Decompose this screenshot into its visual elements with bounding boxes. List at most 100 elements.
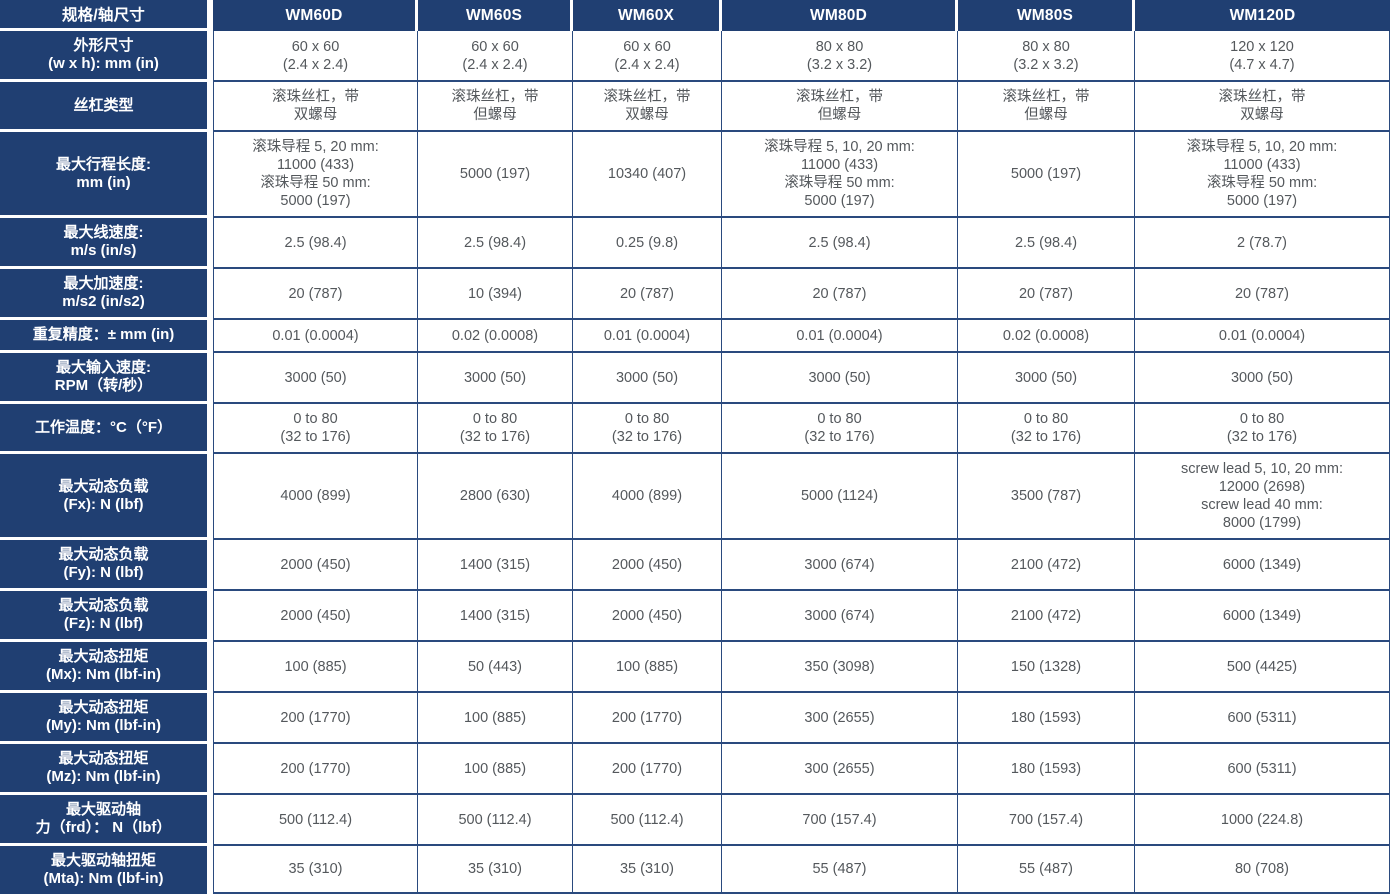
spec-cell-max-dynamic-torque-mx-wm60d: 100 (885) [213,642,418,693]
spec-cell-max-dynamic-load-fx-wm60x: 4000 (899) [573,454,722,540]
spec-cell-max-input-speed-wm60d: 3000 (50) [213,353,418,404]
spec-row-operating-temperature: 工作温度：°C（°F） 0 to 80 (32 to 176) 0 to 80 (32 … [0,404,1390,454]
spec-row-screw-type: 丝杠类型 滚珠丝杠，带 双螺母 滚珠丝杠，带 但螺母 滚珠丝杠，带 双螺母 滚珠丝杠，带 但螺母… [0,82,1390,132]
spec-cell-max-acceleration-wm120d: 20 (787) [1135,269,1390,320]
column-header-wm120d: WM120D [1135,0,1390,31]
spec-cell-max-acceleration-wm80s: 20 (787) [958,269,1135,320]
spec-cell-max-acceleration-wm60x: 20 (787) [573,269,722,320]
spec-row-dimensions: 外形尺寸 (w x h): mm (in) 60 x 60 (2.4 x 2.4) 60… [0,31,1390,82]
spec-cell-max-dynamic-load-fx-wm80s: 3500 (787) [958,454,1135,540]
row-label-max-dynamic-load-fy: 最大动态负载 (Fy): N (lbf) [0,540,213,591]
spec-cell-max-dynamic-load-fy-wm60d: 2000 (450) [213,540,418,591]
spec-row-max-linear-speed: 最大线速度: m/s (in/s) 2.5 (98.4) 2.5 (98.4) 0.25… [0,218,1390,269]
row-label-max-dynamic-torque-my: 最大动态扭矩 (My): Nm (lbf-in) [0,693,213,744]
row-label-screw-type: 丝杠类型 [0,82,213,132]
row-label-dimensions: 外形尺寸 (w x h): mm (in) [0,31,213,82]
spec-cell-max-dynamic-load-fy-wm80d: 3000 (674) [722,540,958,591]
spec-cell-max-stroke-length-wm80s: 5000 (197) [958,132,1135,218]
spec-cell-operating-temperature-wm80s: 0 to 80 (32 to 176) [958,404,1135,454]
spec-cell-screw-type-wm60x: 滚珠丝杠，带 双螺母 [573,82,722,132]
spec-cell-max-dynamic-torque-mz-wm80d: 300 (2655) [722,744,958,795]
spec-cell-max-dynamic-load-fx-wm60d: 4000 (899) [213,454,418,540]
row-label-max-stroke-length: 最大行程长度: mm (in) [0,132,213,218]
spec-row-max-dynamic-load-fz: 最大动态负载 (Fz): N (lbf) 2000 (450) 1400 (315) 2… [0,591,1390,642]
spec-table-body: 外形尺寸 (w x h): mm (in) 60 x 60 (2.4 x 2.4) 60… [0,31,1390,894]
spec-cell-max-stroke-length-wm60d: 滚珠导程 5, 20 mm: 11000 (433) 滚珠导程 50 mm: 5000… [213,132,418,218]
spec-cell-repeatability-wm80s: 0.02 (0.0008) [958,320,1135,353]
spec-cell-max-stroke-length-wm60s: 5000 (197) [418,132,573,218]
spec-cell-max-dynamic-torque-my-wm80d: 300 (2655) [722,693,958,744]
spec-cell-repeatability-wm120d: 0.01 (0.0004) [1135,320,1390,353]
spec-cell-max-drive-shaft-force-wm120d: 1000 (224.8) [1135,795,1390,846]
spec-cell-max-dynamic-load-fx-wm120d: screw lead 5, 10, 20 mm: 12000 (2698) scre… [1135,454,1390,540]
spec-cell-max-dynamic-torque-mx-wm80s: 150 (1328) [958,642,1135,693]
spec-cell-operating-temperature-wm60s: 0 to 80 (32 to 176) [418,404,573,454]
spec-cell-max-dynamic-torque-mz-wm60s: 100 (885) [418,744,573,795]
spec-cell-max-stroke-length-wm60x: 10340 (407) [573,132,722,218]
row-label-max-dynamic-load-fz: 最大动态负载 (Fz): N (lbf) [0,591,213,642]
spec-cell-max-linear-speed-wm60s: 2.5 (98.4) [418,218,573,269]
spec-cell-max-dynamic-load-fz-wm120d: 6000 (1349) [1135,591,1390,642]
spec-cell-max-dynamic-load-fz-wm60x: 2000 (450) [573,591,722,642]
spec-row-max-acceleration: 最大加速度: m/s2 (in/s2) 20 (787) 10 (394) 20 (78… [0,269,1390,320]
spec-cell-max-dynamic-torque-mx-wm60s: 50 (443) [418,642,573,693]
column-header-wm60x: WM60X [573,0,722,31]
spec-cell-screw-type-wm60d: 滚珠丝杠，带 双螺母 [213,82,418,132]
spec-cell-max-input-speed-wm60x: 3000 (50) [573,353,722,404]
spec-cell-max-stroke-length-wm80d: 滚珠导程 5, 10, 20 mm: 11000 (433) 滚珠导程 50 mm:… [722,132,958,218]
row-label-max-drive-shaft-torque: 最大驱动轴扭矩 (Mta): Nm (lbf-in) [0,846,213,894]
spec-row-max-stroke-length: 最大行程长度: mm (in) 滚珠导程 5, 20 mm: 11000 (433) 滚… [0,132,1390,218]
spec-cell-dimensions-wm60x: 60 x 60 (2.4 x 2.4) [573,31,722,82]
spec-cell-screw-type-wm80s: 滚珠丝杠，带 但螺母 [958,82,1135,132]
spec-cell-max-stroke-length-wm120d: 滚珠导程 5, 10, 20 mm: 11000 (433) 滚珠导程 50 mm:… [1135,132,1390,218]
spec-cell-max-dynamic-torque-my-wm60x: 200 (1770) [573,693,722,744]
spec-cell-max-input-speed-wm80s: 3000 (50) [958,353,1135,404]
spec-cell-max-dynamic-load-fx-wm60s: 2800 (630) [418,454,573,540]
spec-cell-max-linear-speed-wm60d: 2.5 (98.4) [213,218,418,269]
spec-cell-max-drive-shaft-torque-wm60s: 35 (310) [418,846,573,894]
spec-cell-max-drive-shaft-force-wm60x: 500 (112.4) [573,795,722,846]
spec-cell-max-dynamic-load-fz-wm60s: 1400 (315) [418,591,573,642]
spec-cell-max-drive-shaft-force-wm60d: 500 (112.4) [213,795,418,846]
row-label-max-dynamic-load-fx: 最大动态负载 (Fx): N (lbf) [0,454,213,540]
row-label-max-dynamic-torque-mz: 最大动态扭矩 (Mz): Nm (lbf-in) [0,744,213,795]
spec-row-max-drive-shaft-force: 最大驱动轴 力（frd）： N（lbf） 500 (112.4) 500 (112.4… [0,795,1390,846]
spec-cell-max-dynamic-torque-mx-wm60x: 100 (885) [573,642,722,693]
spec-cell-max-dynamic-load-fy-wm60x: 2000 (450) [573,540,722,591]
spec-cell-dimensions-wm60s: 60 x 60 (2.4 x 2.4) [418,31,573,82]
spec-cell-max-dynamic-torque-mx-wm80d: 350 (3098) [722,642,958,693]
row-label-max-drive-shaft-force: 最大驱动轴 力（frd）： N（lbf） [0,795,213,846]
spec-row-max-dynamic-torque-mz: 最大动态扭矩 (Mz): Nm (lbf-in) 200 (1770) 100 (88… [0,744,1390,795]
spec-cell-max-dynamic-load-fz-wm60d: 2000 (450) [213,591,418,642]
corner-label: 规格/轴尺寸 [0,0,213,31]
spec-cell-operating-temperature-wm60d: 0 to 80 (32 to 176) [213,404,418,454]
spec-cell-max-dynamic-torque-mz-wm60x: 200 (1770) [573,744,722,795]
spec-cell-max-linear-speed-wm80s: 2.5 (98.4) [958,218,1135,269]
spec-cell-screw-type-wm60s: 滚珠丝杠，带 但螺母 [418,82,573,132]
spec-cell-operating-temperature-wm60x: 0 to 80 (32 to 176) [573,404,722,454]
spec-cell-dimensions-wm120d: 120 x 120 (4.7 x 4.7) [1135,31,1390,82]
spec-row-max-drive-shaft-torque: 最大驱动轴扭矩 (Mta): Nm (lbf-in) 35 (310) 35 (310… [0,846,1390,894]
spec-cell-max-acceleration-wm60s: 10 (394) [418,269,573,320]
spec-cell-max-dynamic-torque-mz-wm120d: 600 (5311) [1135,744,1390,795]
spec-cell-repeatability-wm60s: 0.02 (0.0008) [418,320,573,353]
spec-cell-max-dynamic-torque-my-wm120d: 600 (5311) [1135,693,1390,744]
column-header-wm60d: WM60D [213,0,418,31]
spec-cell-max-dynamic-torque-mz-wm60d: 200 (1770) [213,744,418,795]
spec-cell-max-dynamic-load-fy-wm80s: 2100 (472) [958,540,1135,591]
spec-cell-max-dynamic-load-fy-wm120d: 6000 (1349) [1135,540,1390,591]
spec-cell-max-dynamic-load-fy-wm60s: 1400 (315) [418,540,573,591]
spec-cell-max-dynamic-torque-mx-wm120d: 500 (4425) [1135,642,1390,693]
spec-cell-max-drive-shaft-torque-wm80s: 55 (487) [958,846,1135,894]
row-label-max-linear-speed: 最大线速度: m/s (in/s) [0,218,213,269]
spec-cell-max-drive-shaft-force-wm80d: 700 (157.4) [722,795,958,846]
spec-cell-repeatability-wm60x: 0.01 (0.0004) [573,320,722,353]
spec-cell-max-input-speed-wm120d: 3000 (50) [1135,353,1390,404]
spec-cell-max-acceleration-wm80d: 20 (787) [722,269,958,320]
spec-cell-max-drive-shaft-force-wm80s: 700 (157.4) [958,795,1135,846]
spec-cell-max-input-speed-wm60s: 3000 (50) [418,353,573,404]
row-label-operating-temperature: 工作温度：°C（°F） [0,404,213,454]
spec-row-max-dynamic-torque-my: 最大动态扭矩 (My): Nm (lbf-in) 200 (1770) 100 (88… [0,693,1390,744]
spec-row-max-dynamic-load-fy: 最大动态负载 (Fy): N (lbf) 2000 (450) 1400 (315) 2… [0,540,1390,591]
